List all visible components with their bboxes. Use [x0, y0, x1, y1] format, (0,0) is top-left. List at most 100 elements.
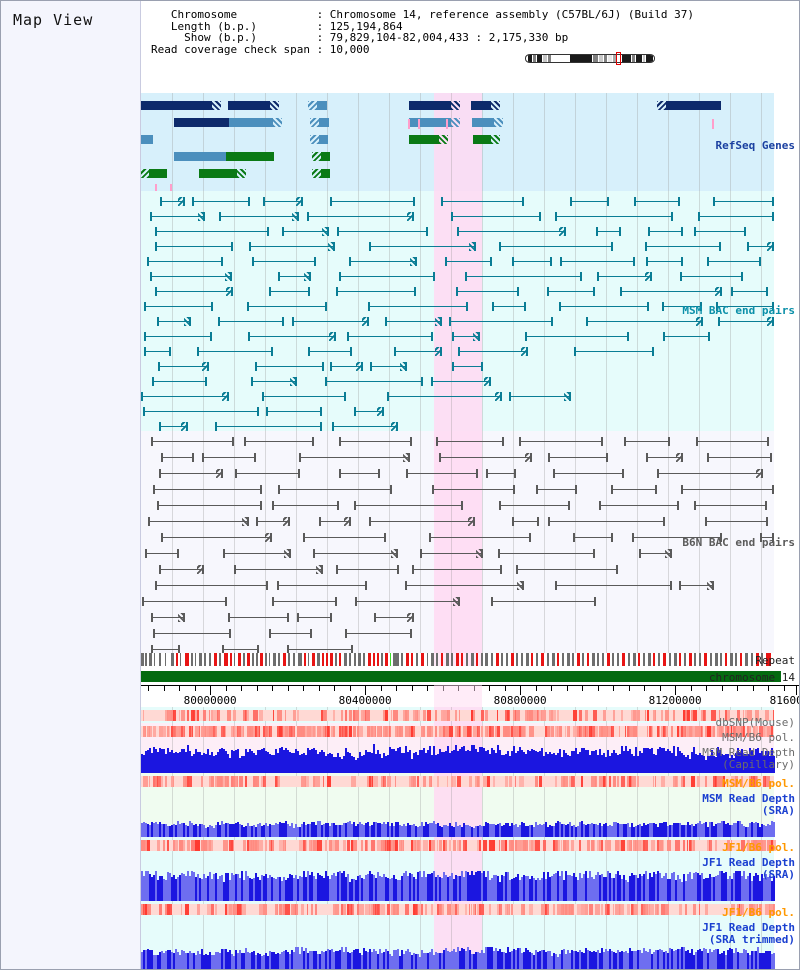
page-title: Map View	[13, 11, 94, 29]
track-label-msm-depth-cap[interactable]: MSM Read Depth	[702, 746, 795, 759]
track-label-msm-depth-sra[interactable]: MSM Read Depth	[702, 792, 795, 805]
bac-orientation-icon	[435, 317, 442, 326]
track-label-repeat[interactable]: Repeat	[755, 654, 795, 667]
ruler-tick-label: 80400000	[338, 694, 392, 707]
track-label-jf1-b6-pol-sra[interactable]: JF1/B6 pol.	[722, 841, 795, 854]
bac-orientation-icon	[473, 332, 480, 341]
track-label-jf1-depth-sra[interactable]: JF1 Read Depth	[702, 856, 795, 869]
track-label-b6n-bac[interactable]: B6N BAC end pairs	[682, 536, 795, 549]
bac-orientation-icon	[407, 613, 414, 622]
bac-orientation-icon	[756, 469, 763, 478]
gene-arrow-right-icon	[273, 118, 282, 127]
bac-orientation-icon	[328, 242, 335, 251]
gene-arrow-left-icon	[310, 135, 319, 144]
bac-orientation-icon	[521, 347, 528, 356]
gene-arrow-right-icon	[212, 101, 221, 110]
bac-orientation-icon	[283, 517, 290, 526]
track-jf1-read-depth-sra-trimmed[interactable]	[141, 917, 799, 969]
bac-orientation-icon	[495, 392, 502, 401]
bac-orientation-icon	[665, 549, 672, 558]
bac-orientation-icon	[202, 362, 209, 371]
bac-orientation-icon	[715, 287, 722, 296]
track-b6n-bac-end-pairs[interactable]	[141, 431, 799, 653]
bac-orientation-icon	[525, 453, 532, 462]
ideogram-body	[525, 54, 655, 63]
track-chromosome-14-bar[interactable]	[141, 671, 781, 682]
bac-orientation-icon	[304, 272, 311, 281]
bac-orientation-icon	[265, 533, 272, 542]
track-label-msm-b6-pol-sra[interactable]: MSM/B6 pol.	[722, 777, 795, 790]
bac-orientation-icon	[767, 317, 774, 326]
coordinate-ruler[interactable]: 80000000 80400000 80800000 81200000 81600000…	[141, 685, 799, 707]
gene-arrow-left-icon	[312, 169, 321, 178]
track-label-msm-bac[interactable]: MSM BAC end pairs	[682, 304, 795, 317]
bac-orientation-icon	[476, 549, 483, 558]
bac-orientation-icon	[198, 212, 205, 221]
track-label-msm-depth-cap-2: (Capillary)	[722, 758, 795, 771]
bac-orientation-icon	[356, 362, 363, 371]
track-label-msm-b6-pol-cap[interactable]: MSM/B6 pol.	[722, 731, 795, 744]
gene-arrow-right-icon	[439, 135, 448, 144]
bac-orientation-icon	[435, 347, 442, 356]
track-jf1-b6-pol-sra-trimmed[interactable]	[141, 901, 799, 917]
header-info: Chromosome : Chromosome 14, reference as…	[151, 8, 695, 56]
track-repeat[interactable]	[141, 653, 774, 666]
gene-arrow-right-icon	[491, 135, 500, 144]
bac-orientation-icon	[242, 517, 249, 526]
track-label-jf1-depth-trim[interactable]: JF1 Read Depth	[702, 921, 795, 934]
track-label-refseq-genes[interactable]: RefSeq Genes	[715, 139, 795, 152]
track-jf1-read-depth-sra[interactable]	[141, 853, 799, 901]
ruler-tick-label: 80000000	[183, 694, 237, 707]
bac-orientation-icon	[410, 257, 417, 266]
gene-arrow-left-icon	[141, 169, 149, 178]
track-msm-read-depth-capillary[interactable]	[141, 739, 799, 773]
bac-orientation-icon	[222, 392, 229, 401]
track-dbsnp-mouse[interactable]	[141, 707, 799, 723]
bac-orientation-icon	[707, 581, 714, 590]
track-msm-b6-pol-sra[interactable]	[141, 773, 799, 789]
bac-orientation-icon	[377, 407, 384, 416]
track-refseq-genes[interactable]	[141, 93, 799, 191]
bac-orientation-icon	[216, 469, 223, 478]
track-label-chromosome[interactable]: chromosome 14	[708, 671, 795, 684]
gene-arrow-left-icon	[312, 152, 321, 161]
bac-orientation-icon	[329, 332, 336, 341]
bac-orientation-icon	[407, 212, 414, 221]
bac-orientation-icon	[469, 242, 476, 251]
track-label-jf1-depth-sra-2: (SRA)	[761, 868, 795, 881]
ruler-tick-label: 81600000	[769, 694, 799, 707]
track-label-jf1-b6-pol-trim[interactable]: JF1/B6 pol.	[722, 906, 795, 919]
gutter-divider	[140, 1, 141, 969]
bac-orientation-icon	[676, 453, 683, 462]
ruler-tick-label: 81200000	[648, 694, 702, 707]
bac-orientation-icon	[403, 453, 410, 462]
gene-arrow-left-icon	[308, 101, 317, 110]
bac-orientation-icon	[517, 581, 524, 590]
track-msm-b6-pol-capillary[interactable]	[141, 723, 799, 739]
bac-orientation-icon	[178, 613, 185, 622]
bac-orientation-icon	[767, 242, 774, 251]
bac-orientation-icon	[559, 227, 566, 236]
bac-orientation-icon	[316, 565, 323, 574]
bac-orientation-icon	[322, 227, 329, 236]
chromosome-ideogram[interactable]	[525, 52, 657, 65]
bac-orientation-icon	[645, 272, 652, 281]
gene-arrow-right-icon	[270, 101, 279, 110]
ruler-tick-label: 80800000	[493, 694, 547, 707]
bac-orientation-icon	[362, 317, 369, 326]
gene-arrow-right-icon	[451, 101, 460, 110]
bac-orientation-icon	[391, 549, 398, 558]
track-msm-read-depth-sra[interactable]	[141, 789, 799, 837]
track-msm-bac-end-pairs[interactable]	[141, 191, 799, 431]
track-label-dbsnp-mouse[interactable]: dbSNP(Mouse)	[715, 716, 795, 729]
genome-plot-area[interactable]: 80000000 80400000 80800000 81200000 81600000…	[141, 1, 799, 969]
bac-orientation-icon	[400, 362, 407, 371]
ideogram-position-marker	[616, 52, 621, 65]
bac-orientation-icon	[178, 197, 185, 206]
gene-arrow-right-icon	[237, 169, 246, 178]
track-jf1-b6-pol-sra[interactable]	[141, 837, 799, 853]
bac-orientation-icon	[225, 272, 232, 281]
track-label-jf1-depth-trim-2: (SRA trimmed)	[708, 933, 795, 946]
gene-arrow-right-icon	[491, 101, 500, 110]
